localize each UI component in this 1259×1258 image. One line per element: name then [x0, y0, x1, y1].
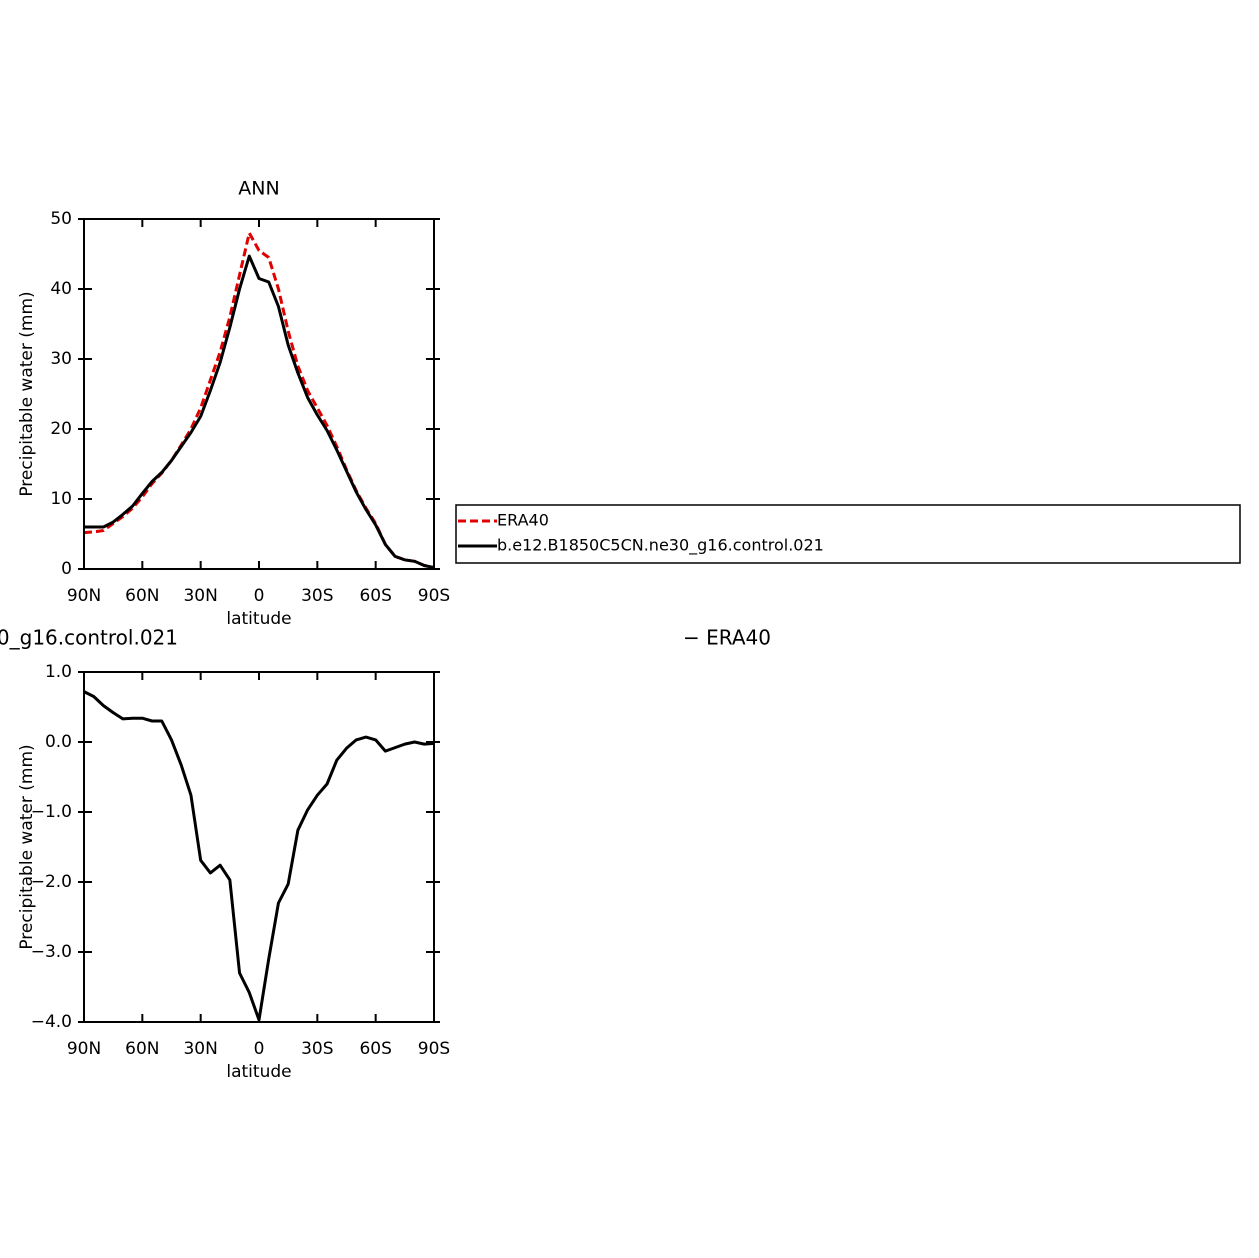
left-string: b.e12.B1850C5CN.ne30_g16.control.021 [0, 626, 178, 650]
y-tick-label: 0.0 [45, 732, 72, 752]
y-axis-label: Precipitable water (mm) [17, 744, 37, 949]
data-line [84, 254, 435, 570]
data-line [83, 690, 435, 1022]
y-tick-label: −4.0 [31, 1012, 72, 1032]
y-tick-label: 10 [50, 489, 72, 509]
x-tick-label: 0 [254, 1039, 265, 1059]
x-axis-label: latitude [226, 609, 291, 629]
x-tick-label: 60S [359, 586, 391, 606]
x-tick-label: 60N [125, 586, 159, 606]
y-tick-label: −2.0 [31, 872, 72, 892]
x-tick-label: 90N [67, 1039, 101, 1059]
y-axis-label: Precipitable water (mm) [17, 291, 37, 496]
right-string: − ERA40 [683, 626, 771, 650]
y-tick-label: 50 [50, 209, 72, 229]
x-tick-label: 90N [67, 586, 101, 606]
x-tick-label: 30N [183, 1039, 217, 1059]
y-tick-label: 30 [50, 349, 72, 369]
x-tick-label: 90S [418, 586, 450, 606]
x-tick-label: 30S [301, 1039, 333, 1059]
x-tick-label: 90S [418, 1039, 450, 1059]
x-tick-label: 60N [125, 1039, 159, 1059]
plot-frame [83, 218, 435, 570]
x-tick-label: 0 [254, 586, 265, 606]
x-tick-label: 60S [359, 1039, 391, 1059]
y-tick-label: 20 [50, 419, 72, 439]
y-tick-label: 1.0 [45, 662, 72, 682]
y-tick-label: −3.0 [31, 942, 72, 962]
y-tick-label: −1.0 [31, 802, 72, 822]
data-line [83, 231, 435, 570]
chart-title: ANN [238, 178, 279, 200]
x-tick-label: 30S [301, 586, 333, 606]
plot-frame [83, 671, 435, 1023]
y-tick-label: 40 [50, 279, 72, 299]
x-axis-label: latitude [226, 1062, 291, 1082]
legend-label: b.e12.B1850C5CN.ne30_g16.control.021 [497, 536, 824, 556]
y-tick-label: 0 [61, 559, 72, 579]
legend-label: ERA40 [497, 511, 549, 530]
legend-box [455, 504, 1241, 564]
x-tick-label: 30N [183, 586, 217, 606]
